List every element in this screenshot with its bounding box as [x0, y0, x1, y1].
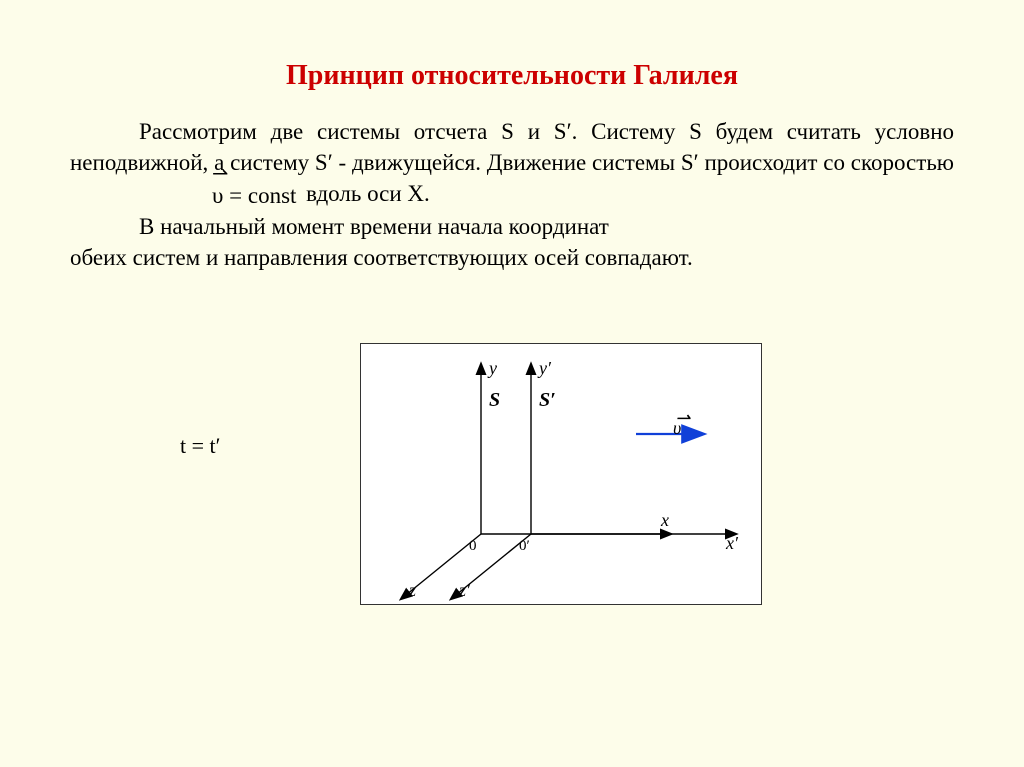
coordinate-svg: y y′ S S′ x x′ z z′ 0 0′ ⇀ υ	[361, 344, 761, 604]
label-z-prime: z′	[458, 580, 471, 600]
para1-part-b: вдоль оси X.	[306, 181, 430, 206]
body-text: Рассмотрим две системы отсчета S и S′. С…	[70, 116, 954, 273]
time-equation: t = t′	[180, 433, 220, 459]
label-y: y	[487, 358, 497, 378]
label-S: S	[489, 389, 500, 411]
label-y-prime: y′	[537, 358, 552, 378]
page-title: Принцип относительности Галилея	[70, 60, 954, 92]
para1-part-a: Рассмотрим две системы отсчета S и S′. С…	[70, 119, 954, 175]
label-origin: 0	[469, 538, 477, 554]
diagram-area: t = t′	[70, 343, 954, 663]
paragraph-2: В начальный момент времени начала коорди…	[70, 211, 954, 242]
label-x-prime: x′	[725, 533, 739, 553]
paragraph-1: Рассмотрим две системы отсчета S и S′. С…	[70, 116, 954, 211]
vector-arrow-icon: ⇀	[143, 170, 223, 180]
label-v: υ	[673, 418, 681, 438]
label-S-prime: S′	[539, 389, 556, 411]
velocity-formula: ⇀ υ = const	[70, 180, 300, 211]
upsilon-symbol: υ	[212, 183, 223, 208]
label-x: x	[660, 510, 669, 530]
equals-const: = const	[229, 183, 296, 208]
paragraph-3: обеих систем и направления соответствующ…	[70, 242, 954, 273]
label-z: z	[408, 580, 416, 600]
label-origin-prime: 0′	[519, 538, 530, 554]
coordinate-diagram: y y′ S S′ x x′ z z′ 0 0′ ⇀ υ	[360, 343, 762, 605]
